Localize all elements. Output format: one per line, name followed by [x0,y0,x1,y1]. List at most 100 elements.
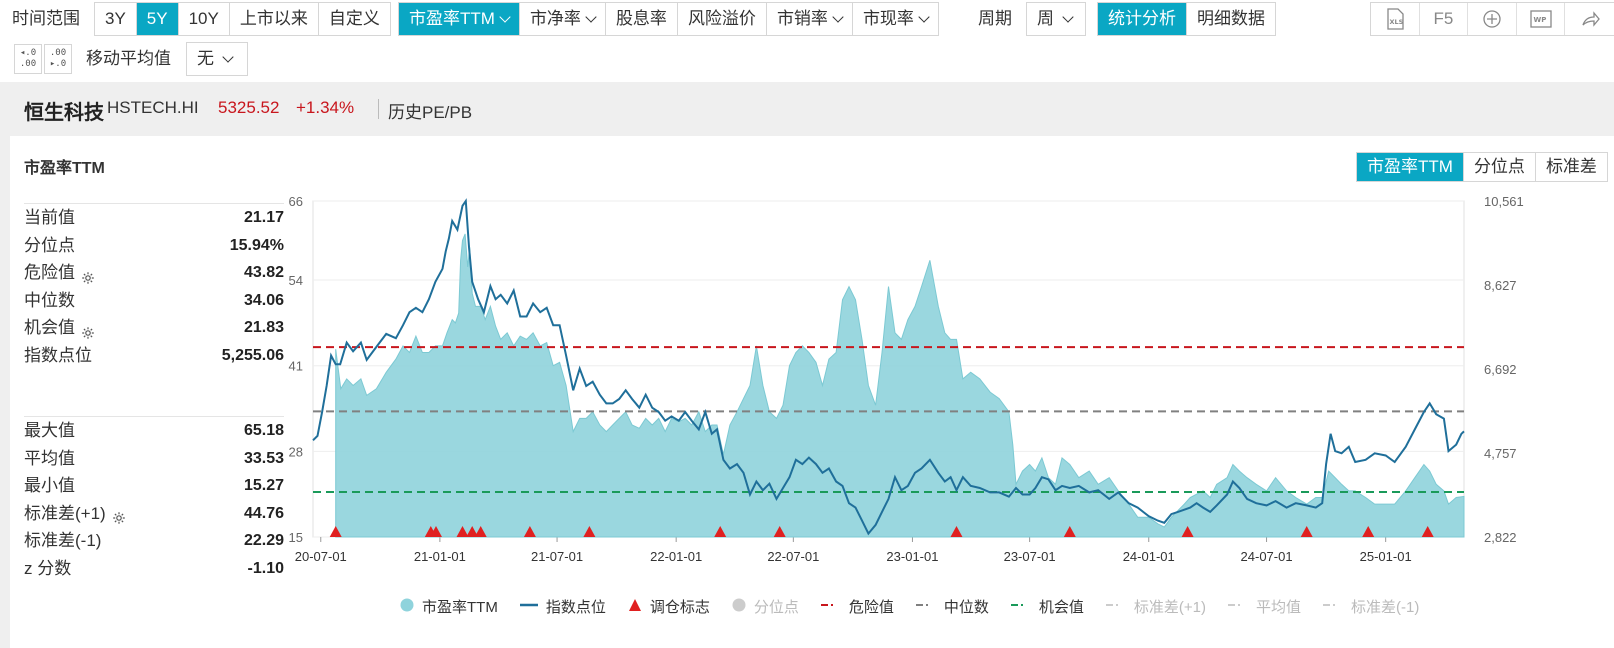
metric-tab-2[interactable]: 股息率 [606,3,678,35]
legend-item[interactable]: 中位数 [915,596,989,617]
legend-item[interactable]: 标准差(-1) [1323,596,1419,617]
stat-value: 15.94% [229,236,284,254]
stats-bottom: 最大值 65.18 平均值 33.53 最小值 15.27 标准差(+1) 44.76 标准差(… [24,416,284,582]
stock-price: 5325.52 [218,98,280,117]
time-range-button-label: 10Y [188,9,219,28]
f5-refresh-button[interactable]: F5 [1420,3,1469,35]
view-group: 统计分析 明细数据 [1097,2,1276,36]
time-range-label: 时间范围 [12,9,80,28]
chart-legend: 市盈率TTM 指数点位 调仓标志 分位点 危险值 中位数 机会值 标准差(+1) 平均值 标准差(… [400,596,1441,617]
display-mode-button-label: 市盈率TTM [1367,157,1453,176]
legend-item[interactable]: 危险值 [820,596,894,617]
view-tab-1[interactable]: 明细数据 [1187,3,1275,35]
stat-value: 43.82 [243,264,284,281]
time-range-button-3[interactable]: 上市以来 [230,3,319,35]
legend-label: 调仓标志 [649,599,710,616]
stock-change: +1.34% [296,98,355,117]
rebalance-marker [583,526,596,537]
legend-label: 危险值 [848,599,894,616]
display-mode-button-2[interactable]: 标准差 [1536,153,1607,181]
rebalance-marker [714,526,727,537]
share-icon[interactable] [1565,3,1614,35]
stat-label-text: 标准差(+1) [24,503,106,523]
legend-item[interactable]: 机会值 [1010,596,1084,617]
stat-row: 机会值 21.83 [24,314,284,342]
legend-item[interactable]: 调仓标志 [628,596,710,617]
f5-label: F5 [1433,9,1454,28]
xls-icon[interactable]: XLS [1371,3,1420,35]
time-range-button-label: 3Y [105,9,126,28]
moving-average-label: 移动平均值 [86,49,171,68]
view-tab-label: 统计分析 [1108,9,1176,28]
metric-tab-4[interactable]: 市销率 [767,3,853,35]
moving-average-select[interactable]: 无 [186,42,248,76]
legend-label: 中位数 [943,599,989,616]
rebalance-marker [1300,526,1313,537]
metric-tab-0[interactable]: 市盈率TTM [399,3,520,35]
metric-tab-5[interactable]: 市现率 [853,3,938,35]
rebalance-marker [474,526,487,537]
period-select[interactable]: 周 [1026,2,1086,36]
history-pe-pb-tab[interactable]: 历史PE/PB [388,103,473,122]
legend-item[interactable]: 分位点 [732,596,799,617]
stat-label-text: 当前值 [24,208,75,227]
legend-label: 标准差(-1) [1351,599,1420,616]
stat-row: 当前值 21.17 [24,204,284,232]
gear-icon[interactable] [81,321,95,339]
stock-header: 恒生科技 HSTECH.HI 5325.52 +1.34% 历史PE/PB [0,82,1614,136]
rebalance-marker [1063,526,1076,537]
y-right-tick-label: 6,692 [1484,362,1517,377]
display-mode-button-0[interactable]: 市盈率TTM [1357,153,1464,181]
time-range-button-2[interactable]: 10Y [179,3,230,35]
tool-icons: XLS F5 WP [1370,2,1614,36]
stat-label-text: 最小值 [24,476,75,495]
metric-tab-label: 市现率 [862,9,914,28]
stat-row: 危险值 43.82 [24,259,284,287]
stat-row: 标准差(-1) 22.29 [24,527,284,555]
stat-value: 65.18 [243,422,284,439]
x-tick-label: 24-01-01 [1123,549,1175,564]
time-range-button-0[interactable]: 3Y [95,3,137,35]
stat-label: 最大值 [24,417,75,444]
stats-top: 当前值 21.17 分位点 15.94% 危险值 43.82 中位数 34.06 机会值 21.8… [24,203,284,369]
decimal-increase-arrow-icon: ◂.0 [19,48,37,58]
legend-symbol-icon [1105,598,1126,616]
y-left-tick-label: 66 [289,194,303,209]
gear-icon[interactable] [112,506,126,524]
metric-tab-label: 市销率 [776,9,828,28]
legend-item[interactable]: 平均值 [1228,596,1301,617]
stat-value: 34.06 [243,291,284,309]
legend-symbol-icon [1228,598,1248,616]
chevron-down-icon [832,10,844,23]
chart-panel: 市盈率TTM 市盈率TTM 分位点 标准差 当前值 21.17 分位点 15.94% 危险值… [10,136,1614,648]
legend-item[interactable]: 指数点位 [519,596,606,617]
gear-icon[interactable] [81,266,95,284]
panel-title: 市盈率TTM [24,160,105,177]
display-mode-button-1[interactable]: 分位点 [1464,153,1536,181]
x-tick-label: 21-01-01 [414,549,466,564]
stat-label: 机会值 [24,314,95,341]
x-tick-label: 23-01-01 [886,549,938,564]
plus-circle-icon[interactable] [1468,3,1517,35]
stat-row: 最大值 65.18 [24,417,284,445]
view-tab-0[interactable]: 统计分析 [1098,3,1187,35]
time-range-button-4[interactable]: 自定义 [319,3,390,35]
legend-label: 机会值 [1038,599,1084,616]
time-range-button-1[interactable]: 5Y [136,3,179,35]
metric-tab-1[interactable]: 市净率 [520,3,606,35]
legend-item[interactable]: 市盈率TTM [400,596,498,617]
stat-label-text: 平均值 [24,448,75,468]
display-mode-button-label: 标准差 [1545,157,1597,176]
stat-label: 标准差(-1) [24,527,101,554]
stat-value: 21.83 [243,319,284,336]
wps-icon[interactable]: WP [1517,3,1566,35]
decimal-increase-button[interactable]: ◂.0 .00 [14,44,42,74]
pe-area-series [335,233,1465,538]
chevron-down-icon [222,50,234,63]
legend-item[interactable]: 标准差(+1) [1105,596,1206,617]
y-right-tick-label: 2,822 [1484,530,1517,545]
decimal-decrease-button[interactable]: .00 ▸.0 [44,44,72,74]
metric-tab-3[interactable]: 风险溢价 [678,3,767,35]
time-range-button-label: 上市以来 [239,9,308,28]
stat-label: z 分数 [24,555,71,582]
